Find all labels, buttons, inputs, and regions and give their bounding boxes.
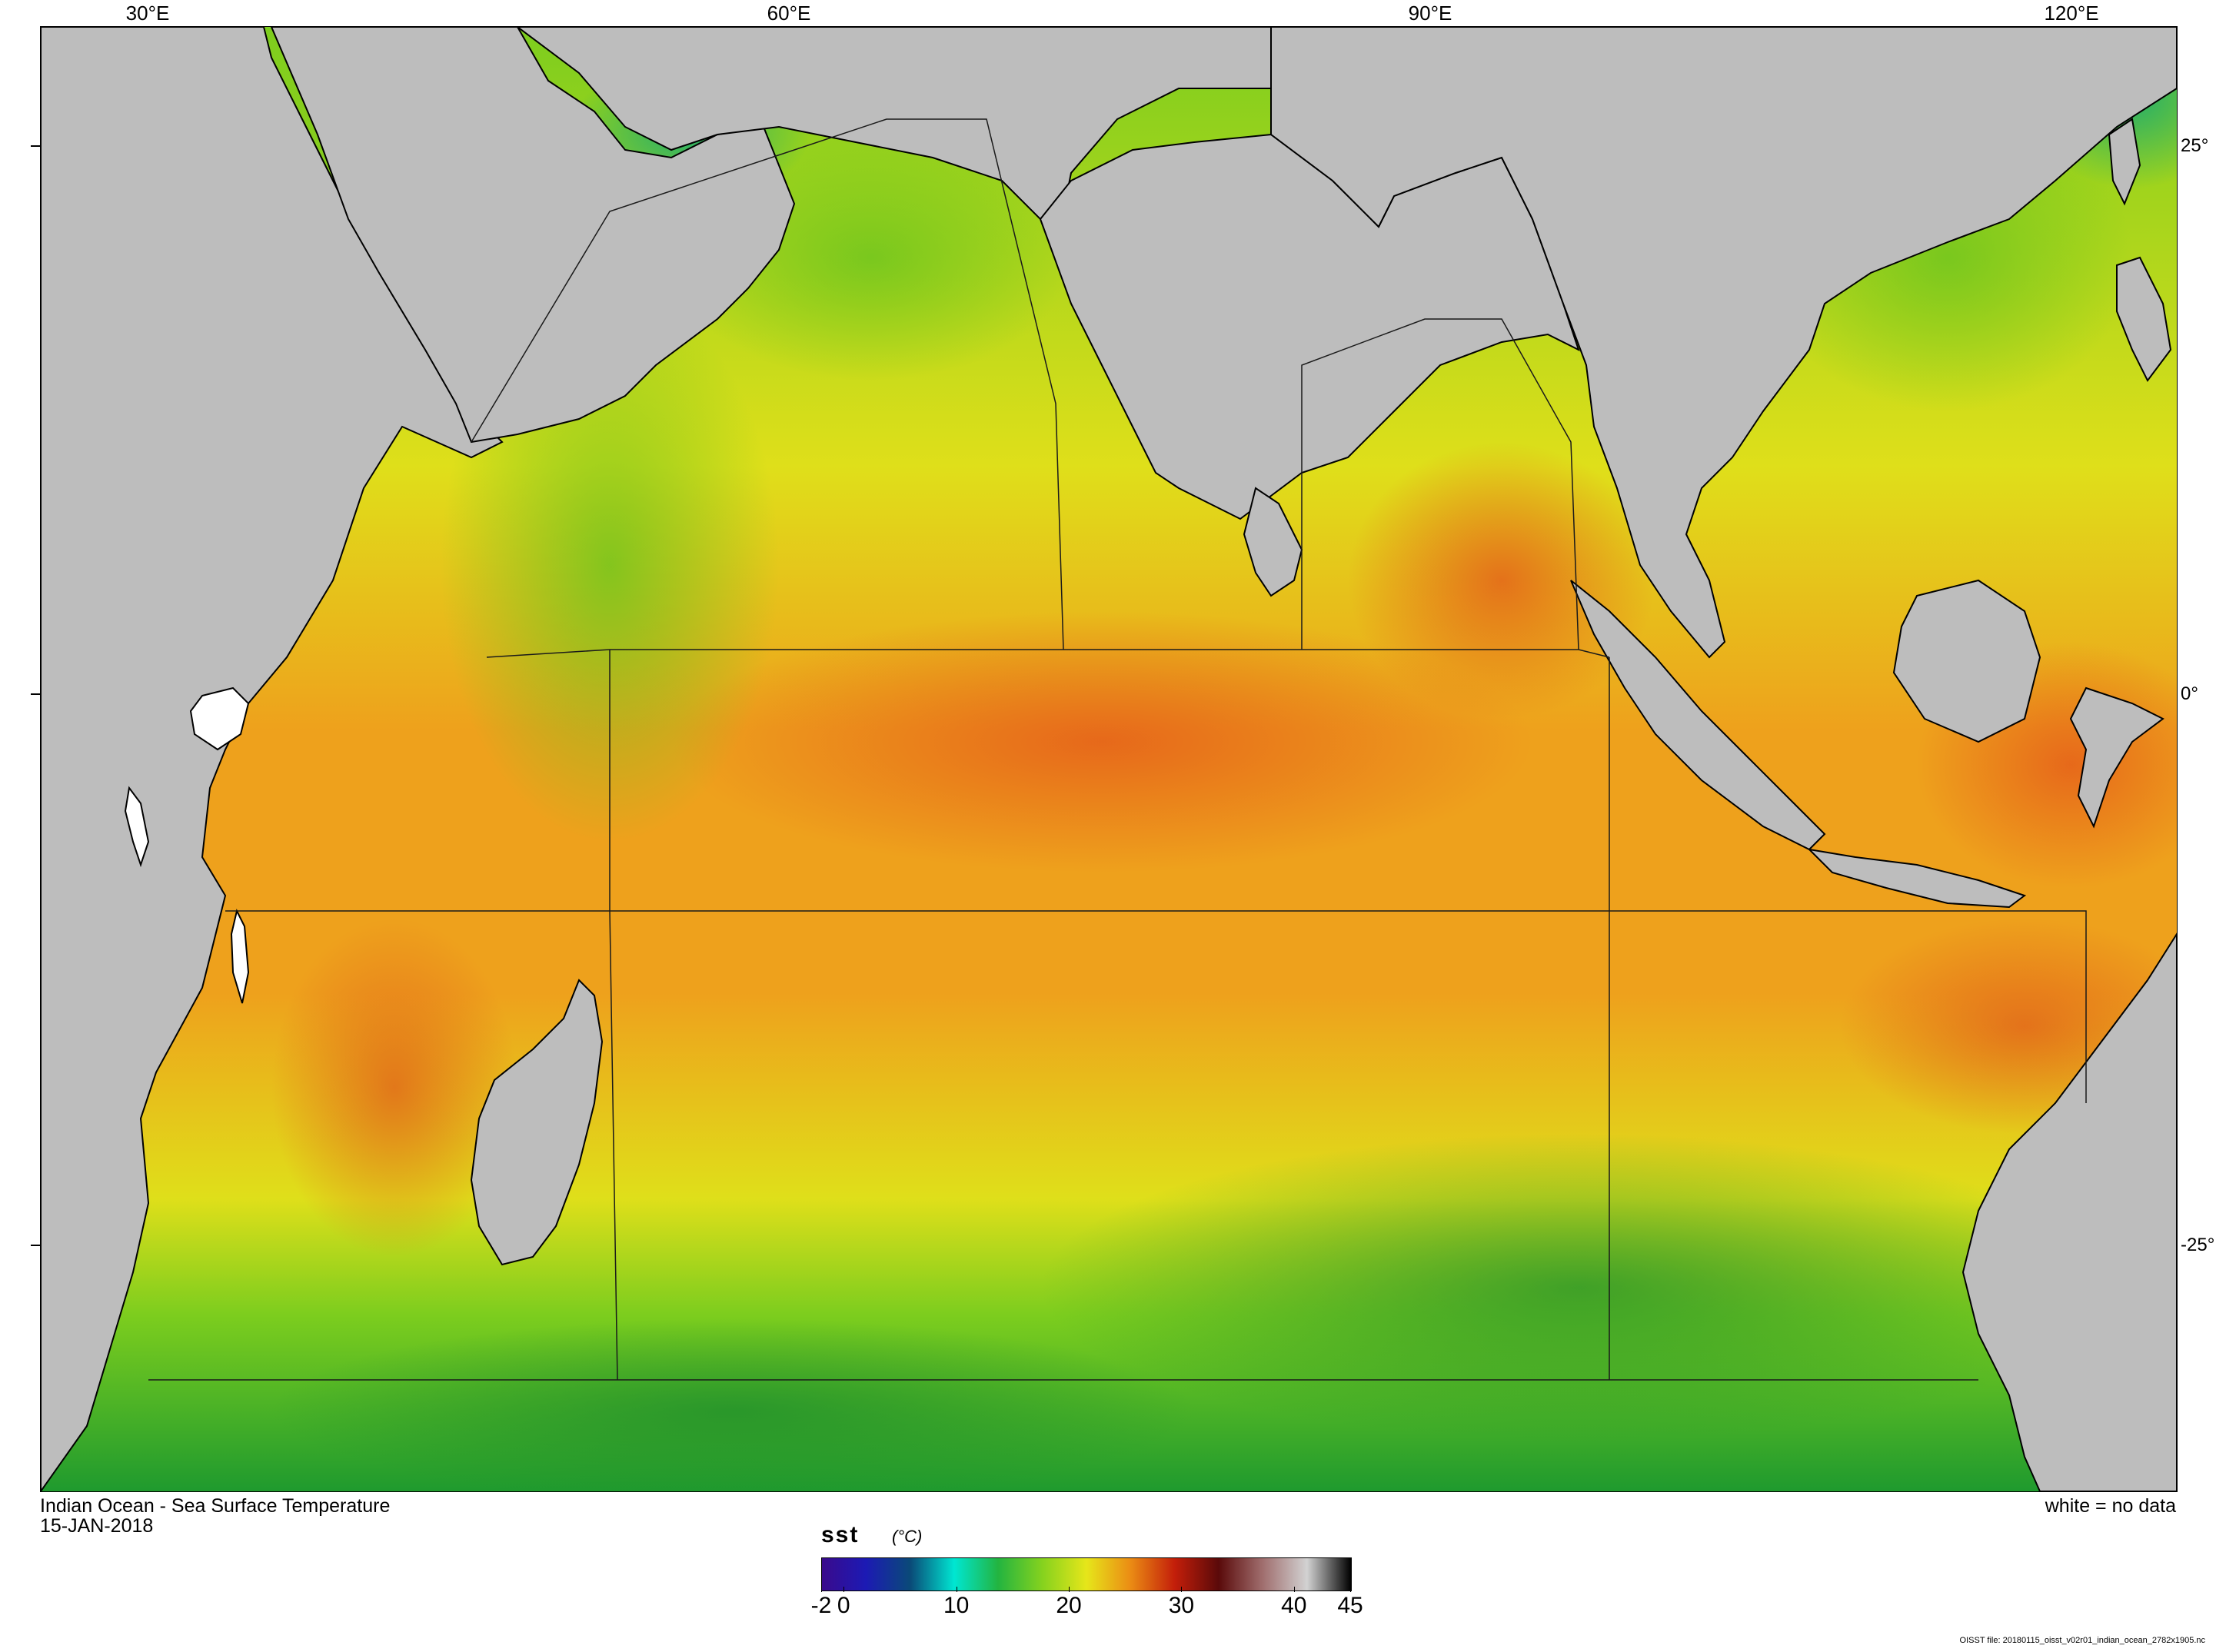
land-sumatra	[1570, 580, 1826, 851]
land-southeast-asia	[1270, 27, 2177, 659]
longitude-label-30e: 30°E	[125, 2, 170, 25]
land-arabia	[270, 27, 796, 444]
latitude-label-0: 0°	[2181, 683, 2198, 704]
sst-map	[40, 26, 2178, 1492]
no-data-lake-victoria	[189, 686, 250, 751]
latitude-label-25s: -25°	[2181, 1235, 2215, 1255]
land-sri-lanka	[1243, 487, 1303, 597]
legend-tick	[1069, 1587, 1070, 1592]
map-title: Indian Ocean - Sea Surface Temperature	[40, 1495, 391, 1517]
boundary-bay-of-bengal	[1301, 318, 1579, 650]
legend-tick-label: -2	[810, 1593, 832, 1618]
land-borneo	[1892, 579, 2041, 743]
boundary-arabian-sea	[471, 118, 1064, 650]
land-taiwan	[2108, 118, 2141, 206]
legend-tick	[1293, 1587, 1295, 1592]
legend-tick-label: 45	[1337, 1593, 1363, 1618]
latitude-label-25n: 25°	[2181, 135, 2209, 156]
latitude-tick	[31, 693, 40, 695]
legend-tick-label: 0	[837, 1593, 850, 1618]
warm-pool-mozambique	[271, 919, 517, 1257]
land-philippines	[2116, 256, 2172, 382]
cool-region-southern-west	[271, 1318, 1194, 1491]
latitude-tick	[31, 1245, 40, 1246]
region-boundaries	[148, 118, 2087, 1381]
land-madagascar	[470, 979, 604, 1266]
land-masses	[41, 27, 2177, 1491]
no-data-lake-malawi	[230, 909, 250, 1004]
no-data-lake-tanganyika	[124, 786, 150, 868]
legend-tick-label: 20	[1056, 1593, 1082, 1618]
sst-map-canvas	[41, 27, 2177, 1491]
latitude-tick	[31, 145, 40, 147]
legend-tick	[1350, 1587, 1351, 1592]
legend-tick-label: 10	[943, 1593, 970, 1618]
no-data-note: white = no data	[2045, 1495, 2176, 1517]
land-java	[1807, 848, 2027, 909]
longitude-label-120e: 120°E	[2044, 2, 2099, 25]
no-data-islands	[124, 686, 250, 1004]
legend-tick	[843, 1587, 845, 1592]
legend-colorbar	[821, 1557, 1352, 1591]
land-sulawesi	[2069, 686, 2164, 829]
map-date: 15-JAN-2018	[40, 1515, 154, 1537]
boundary-west-meridian	[609, 650, 618, 1381]
legend-tick-label: 30	[1168, 1593, 1195, 1618]
longitude-label-90e: 90°E	[1408, 2, 1452, 25]
boundary-equator-line	[486, 649, 1610, 658]
cool-region-southern	[1040, 1134, 2117, 1441]
file-caption: OISST file: 20180115_oisst_v02r01_indian…	[1959, 1636, 2205, 1645]
longitude-label-60e: 60°E	[767, 2, 811, 25]
legend-variable-name: sst	[821, 1522, 860, 1547]
legend-tick	[1181, 1587, 1183, 1592]
legend-unit: (°C)	[892, 1527, 923, 1546]
land-australia	[1961, 932, 2177, 1491]
warm-pool-equatorial	[671, 611, 1532, 873]
legend-tick	[821, 1587, 822, 1592]
legend-tick-label: 40	[1281, 1593, 1307, 1618]
